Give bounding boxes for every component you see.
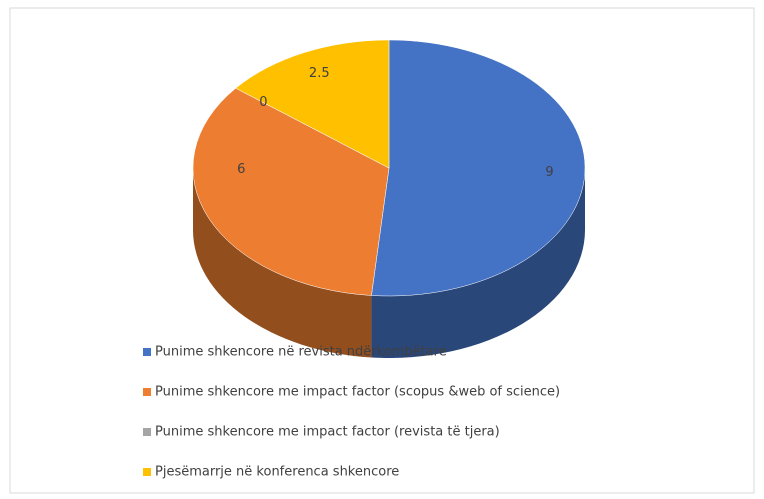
slice-side	[371, 168, 585, 358]
legend-swatch	[143, 428, 151, 436]
slice	[371, 39, 586, 297]
data-label: 6	[237, 162, 245, 177]
legend-label: Punime shkencore në revista ndërkombëtar…	[155, 345, 447, 360]
slice	[235, 39, 390, 169]
legend-swatch	[143, 388, 151, 396]
legend-swatch	[143, 468, 151, 476]
data-label: 0	[259, 95, 267, 110]
slice-side	[193, 168, 372, 358]
legend-label: Punime shkencore me impact factor (revis…	[155, 425, 500, 440]
legend-label: Pjesëmarrje në konferenca shkencore	[155, 465, 399, 480]
data-label: 9	[545, 165, 553, 180]
slice	[192, 87, 390, 296]
data-label: 2.5	[309, 66, 330, 81]
legend-label: Punime shkencore me impact factor (scopu…	[155, 385, 560, 400]
legend-swatch	[143, 348, 151, 356]
